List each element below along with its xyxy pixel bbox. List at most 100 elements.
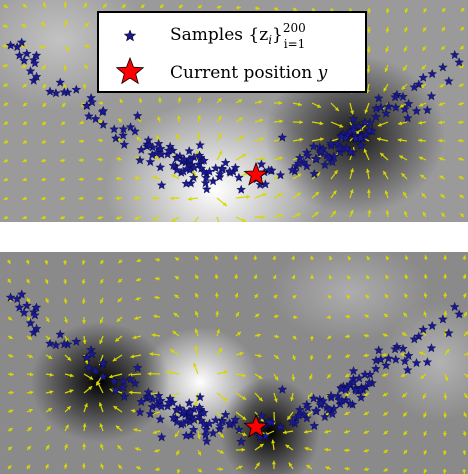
- sample-star: [371, 111, 381, 122]
- field-arrow-head: [444, 376, 449, 381]
- field-arrow-head: [420, 374, 425, 379]
- sample-star: [156, 395, 166, 405]
- field-arrow-head: [259, 443, 264, 448]
- field-arrow-head: [275, 334, 280, 339]
- field-arrow: [194, 216, 199, 222]
- field-arrow-head: [99, 319, 104, 324]
- field-arrow-head: [117, 138, 122, 142]
- field-arrow-head: [261, 215, 266, 220]
- field-arrow-head: [304, 446, 309, 451]
- field-arrow-head: [458, 176, 463, 180]
- field-arrow-head: [49, 372, 54, 377]
- sample-star: [168, 412, 179, 422]
- field-arrow: [216, 216, 220, 222]
- field-arrow-head: [315, 191, 319, 196]
- field-arrow-head: [442, 432, 447, 437]
- sample-star: [178, 418, 189, 428]
- field-arrow-head: [423, 27, 427, 32]
- sample-star: [230, 414, 241, 424]
- sample-star: [256, 411, 267, 421]
- field-arrow-head: [152, 216, 157, 221]
- sample-star: [275, 170, 286, 180]
- field-arrow-head: [98, 101, 103, 105]
- field-arrow-head: [350, 110, 354, 115]
- field-arrow-head: [8, 428, 13, 432]
- field-arrow-head: [154, 448, 159, 453]
- field-arrow-head: [418, 120, 423, 125]
- field-arrow-head: [363, 411, 368, 415]
- field-arrow-head: [460, 45, 464, 50]
- field-arrow-head: [439, 175, 444, 180]
- sample-star: [371, 363, 381, 374]
- field-arrow-head: [217, 98, 222, 102]
- field-arrow-head: [420, 84, 425, 89]
- sample-star: [163, 145, 174, 155]
- field-arrow-head: [22, 177, 27, 182]
- field-arrow-head: [48, 355, 53, 359]
- field-arrow-head: [134, 216, 139, 220]
- field-arrow-head: [41, 139, 46, 144]
- field-arrow-head: [462, 451, 467, 455]
- field-arrow-head: [237, 331, 241, 336]
- field-arrow-head: [49, 390, 54, 395]
- sample-star: [354, 121, 364, 131]
- field-arrow-head: [293, 7, 297, 12]
- field-arrow-head: [97, 177, 101, 181]
- sample-star: [275, 422, 286, 432]
- sample-star: [31, 71, 42, 81]
- sample-star: [454, 57, 464, 67]
- field-arrow-head: [195, 293, 199, 298]
- field-arrow-head: [3, 215, 8, 220]
- field-arrow-head: [83, 64, 88, 69]
- sample-star: [125, 122, 136, 132]
- sample-star: [14, 50, 25, 60]
- field-arrow-head: [234, 274, 239, 278]
- sample-star: [256, 159, 267, 169]
- field-arrow-head: [28, 409, 33, 413]
- field-arrow-head: [214, 274, 219, 278]
- field-arrow-head: [278, 213, 283, 218]
- field-arrow-head: [385, 28, 390, 33]
- sample-star: [181, 178, 191, 188]
- field-arrow-head: [363, 467, 368, 472]
- sample-star: [25, 318, 36, 328]
- field-arrow-head: [282, 430, 287, 435]
- sample-star: [189, 162, 200, 172]
- sample-star: [327, 157, 338, 167]
- sample-star: [438, 314, 448, 324]
- field-arrow-head: [118, 259, 123, 264]
- sample-star: [145, 156, 156, 167]
- field-arrow-head: [363, 333, 368, 338]
- sample-star: [427, 68, 437, 79]
- field-arrow-head: [460, 26, 465, 31]
- field-arrow-head: [118, 464, 123, 469]
- field-arrow-head: [347, 256, 352, 261]
- field-arrow-head: [418, 138, 422, 143]
- field-arrow-head: [219, 467, 224, 472]
- field-arrow-head: [173, 312, 178, 317]
- field-arrow-head: [60, 158, 64, 163]
- bottom-plot: [0, 252, 468, 474]
- sample-star: [220, 409, 231, 419]
- field-arrow-head: [345, 353, 350, 358]
- sample-star: [132, 110, 143, 121]
- field-arrow-head: [401, 332, 406, 337]
- field-arrow-head: [383, 449, 388, 453]
- legend-box: [97, 11, 367, 93]
- field-arrow-head: [214, 292, 219, 297]
- field-arrow-head: [8, 446, 12, 451]
- sample-star: [119, 391, 130, 401]
- field-arrow-head: [404, 28, 408, 33]
- field-arrow-head: [65, 424, 69, 429]
- field-arrow-head: [332, 210, 336, 215]
- field-arrow-head: [271, 439, 276, 444]
- sample-star: [326, 138, 336, 148]
- field-arrow-head: [327, 295, 332, 300]
- legend-samples-label: Samples {zi}200 i=1: [170, 21, 306, 51]
- top-panel: Samples {zi}200 i=1 Current position y: [0, 0, 468, 222]
- sample-star: [354, 373, 364, 383]
- field-arrow-head: [84, 403, 88, 408]
- field-arrow-head: [367, 209, 372, 214]
- sample-star: [181, 430, 191, 440]
- field-arrow-head: [419, 102, 424, 107]
